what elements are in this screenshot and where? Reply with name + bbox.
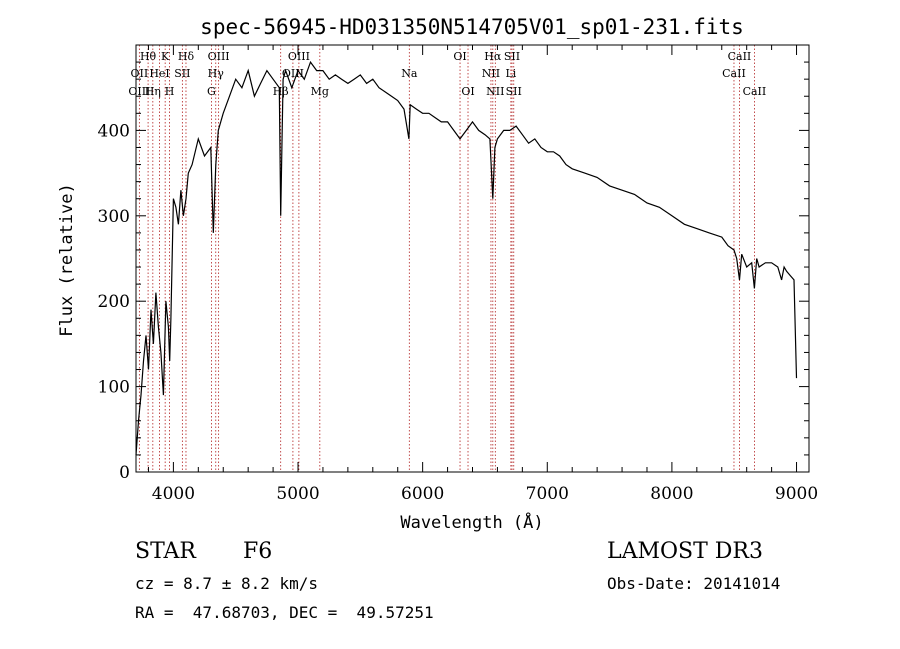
subclass-label: F6 bbox=[243, 539, 273, 564]
line-label: Hα bbox=[484, 50, 502, 63]
x-axis-label: Wavelength (Å) bbox=[400, 511, 543, 533]
line-label: Mg bbox=[311, 85, 329, 98]
line-label: SII bbox=[174, 67, 190, 80]
line-label: OIII bbox=[288, 50, 310, 63]
redshift-readout: cz = 8.7 ± 8.2 km/s bbox=[135, 574, 319, 593]
emission-line-markers bbox=[138, 45, 755, 472]
y-tick-label: 200 bbox=[98, 292, 130, 312]
x-tick-label: 7000 bbox=[526, 484, 569, 504]
line-label: OIII bbox=[208, 50, 230, 63]
line-label: SII bbox=[504, 50, 520, 63]
plot-frame bbox=[135, 44, 810, 473]
axis-ticks: 4000 5000 6000 7000 8000 9000 0 100 200 300 400 bbox=[98, 45, 818, 504]
line-label: CaII bbox=[743, 85, 767, 98]
x-tick-label: 6000 bbox=[401, 484, 444, 504]
coordinates-readout: RA = 47.68703, DEC = 49.57251 bbox=[135, 603, 434, 622]
y-tick-label: 300 bbox=[98, 207, 130, 227]
line-label: OII bbox=[131, 67, 149, 80]
line-label: K bbox=[161, 50, 170, 63]
line-label: CaII bbox=[722, 67, 746, 80]
line-label: Na bbox=[401, 67, 418, 80]
y-tick-label: 0 bbox=[119, 463, 130, 483]
line-label: HeI bbox=[149, 67, 169, 80]
line-label: Li bbox=[505, 67, 516, 80]
x-tick-label: 5000 bbox=[276, 484, 319, 504]
line-label: OI bbox=[461, 85, 474, 98]
class-label: STAR bbox=[135, 539, 196, 564]
line-label: NII bbox=[486, 85, 504, 98]
chart-title: spec-56945-HD031350N514705V01_sp01-231.f… bbox=[200, 15, 744, 39]
line-label: OIII bbox=[128, 85, 150, 98]
line-label: Hγ bbox=[208, 67, 225, 80]
x-tick-label: 9000 bbox=[775, 484, 818, 504]
obs-date-readout: Obs-Date: 20141014 bbox=[607, 574, 781, 593]
survey-label: LAMOST DR3 bbox=[607, 539, 763, 564]
x-tick-label: 8000 bbox=[650, 484, 693, 504]
line-label: SII bbox=[506, 85, 522, 98]
line-label: NII bbox=[482, 67, 500, 80]
line-label: CaII bbox=[728, 50, 752, 63]
x-tick-label: 4000 bbox=[152, 484, 195, 504]
line-label: Hθ bbox=[140, 50, 157, 63]
line-label: G bbox=[207, 85, 216, 98]
y-axis-label: Flux (relative) bbox=[57, 183, 77, 337]
line-label: Hδ bbox=[178, 50, 195, 63]
y-tick-label: 100 bbox=[98, 378, 130, 398]
y-tick-label: 400 bbox=[98, 121, 130, 141]
line-label: Hη bbox=[145, 85, 161, 98]
line-label: Hβ bbox=[273, 85, 289, 98]
spectrum-series-line bbox=[135, 60, 798, 455]
line-label: H bbox=[165, 85, 175, 98]
line-label: OI bbox=[453, 50, 466, 63]
